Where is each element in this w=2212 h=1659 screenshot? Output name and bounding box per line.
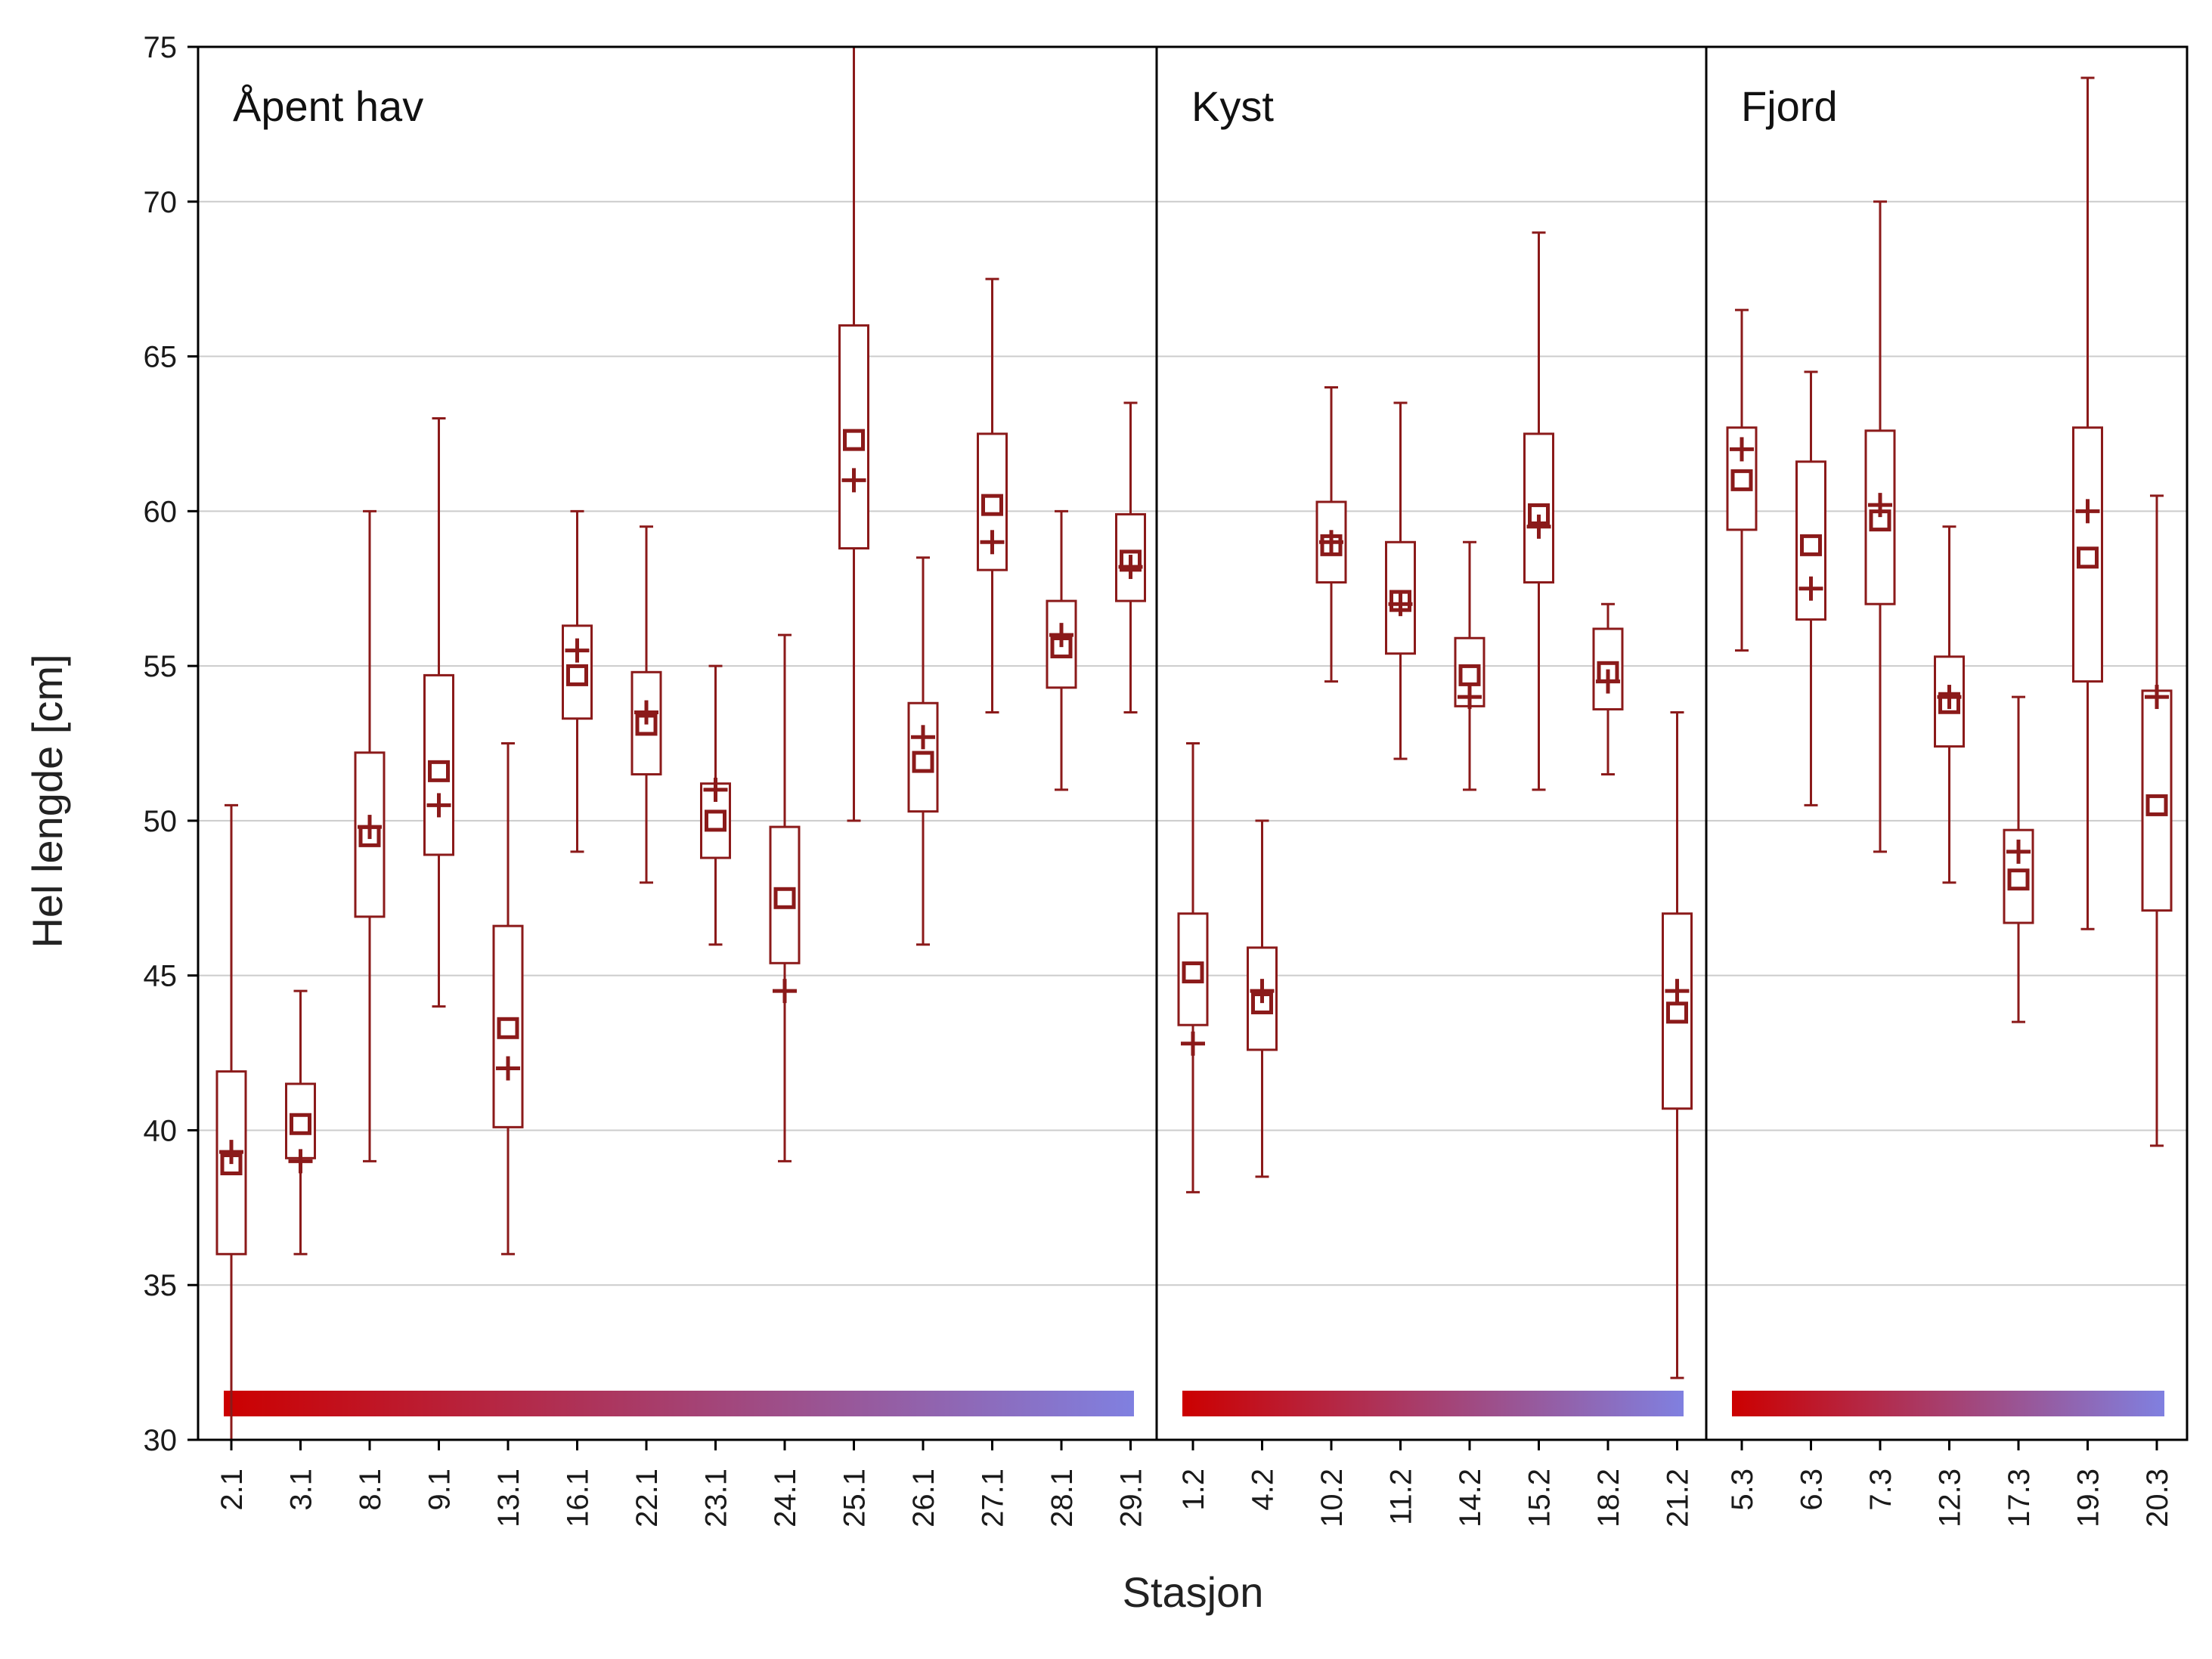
- x-tick-label: 26.1: [907, 1469, 940, 1527]
- y-tick-label: 60: [144, 495, 178, 528]
- x-tick-label: 22.1: [630, 1469, 664, 1527]
- box-plot: [1795, 370, 1826, 806]
- x-tick-label: 28.1: [1046, 1469, 1079, 1527]
- median-marker: [497, 1017, 519, 1039]
- x-tick-label: 29.1: [1115, 1469, 1148, 1527]
- median-marker: [2145, 794, 2168, 816]
- panel-title: Kyst: [1191, 82, 1274, 130]
- x-tick-label: 11.2: [1385, 1469, 1418, 1525]
- median-marker: [773, 887, 796, 909]
- median-marker: [566, 664, 588, 686]
- y-axis-title: Hel lengde [cm]: [23, 654, 71, 948]
- box-plot: [1046, 509, 1077, 791]
- x-tick-label: 12.3: [1934, 1469, 1967, 1527]
- x-tick-label: 24.1: [769, 1469, 802, 1527]
- y-tick-label: 50: [144, 805, 178, 838]
- x-tick-label: 25.1: [838, 1469, 872, 1527]
- box-plot: [769, 633, 801, 1162]
- x-tick-label: 10.2: [1315, 1469, 1349, 1527]
- y-tick-label: 45: [144, 960, 178, 993]
- panel-title: Åpent hav: [233, 82, 423, 130]
- box-plot: [1115, 401, 1146, 714]
- median-marker: [705, 809, 726, 832]
- x-tick-label: 17.3: [2003, 1469, 2036, 1527]
- box-plot: [215, 803, 247, 1441]
- box-plot: [2141, 494, 2173, 1147]
- box-plot: [423, 416, 454, 1008]
- gradient-bar: [1182, 1391, 1684, 1416]
- median-marker: [1800, 534, 1822, 556]
- x-tick-label: 6.3: [1795, 1469, 1829, 1511]
- median-marker: [1182, 961, 1204, 984]
- x-tick-label: 14.2: [1454, 1469, 1487, 1527]
- box-plot: [1454, 540, 1486, 791]
- box-plot: [1662, 711, 1693, 1379]
- x-axis-title: Stasjon: [1123, 1568, 1264, 1616]
- y-tick-label: 30: [144, 1424, 178, 1457]
- box-plot: [1726, 308, 1758, 652]
- box-plot: [2003, 695, 2034, 1023]
- box-plot: [1177, 742, 1209, 1193]
- y-tick-label: 40: [144, 1114, 178, 1147]
- box-plot: [2072, 76, 2103, 930]
- y-tick-label: 55: [144, 650, 178, 683]
- median-marker: [843, 429, 865, 451]
- x-tick-label: 4.2: [1247, 1469, 1280, 1511]
- x-tick-label: 21.2: [1662, 1469, 1695, 1527]
- median-marker: [1730, 469, 1753, 491]
- y-tick-label: 75: [144, 31, 178, 64]
- x-tick-label: 18.2: [1592, 1469, 1625, 1527]
- box-plot: [630, 525, 662, 884]
- box-plot: [1523, 231, 1554, 791]
- median-marker: [1458, 664, 1481, 686]
- median-marker: [290, 1113, 311, 1135]
- x-tick-label: 7.3: [1864, 1469, 1898, 1511]
- box-plot: [1315, 386, 1347, 683]
- median-marker: [2007, 868, 2030, 891]
- box-plot: [1592, 602, 1624, 775]
- boxes: [215, 45, 2173, 1441]
- x-tick-label: 8.1: [354, 1469, 387, 1511]
- gradient-bar: [1732, 1391, 2164, 1416]
- box-plot: [700, 664, 731, 946]
- gradient-bar: [224, 1391, 1134, 1416]
- x-tick-label: 13.1: [492, 1469, 525, 1527]
- x-tick-label: 20.3: [2141, 1469, 2174, 1527]
- x-tick-label: 27.1: [977, 1469, 1010, 1527]
- box-plot: [285, 989, 316, 1255]
- x-tick-label: 2.1: [215, 1469, 249, 1511]
- box-plot: [1385, 401, 1416, 760]
- box-plot: [838, 45, 869, 822]
- median-marker: [2077, 546, 2099, 569]
- x-tick-label: 19.3: [2072, 1469, 2105, 1527]
- x-tick-label: 5.3: [1726, 1469, 1759, 1511]
- box-plot: [492, 742, 524, 1255]
- x-tick-label: 3.1: [285, 1469, 318, 1511]
- gradient-bars: [224, 1391, 2164, 1416]
- y-tick-label: 70: [144, 186, 178, 219]
- x-tick-label: 16.1: [562, 1469, 595, 1527]
- box-plot: [354, 509, 386, 1162]
- x-tick-label: 9.1: [423, 1469, 457, 1511]
- median-marker: [428, 760, 450, 782]
- x-tick-label: 23.1: [700, 1469, 733, 1527]
- median-marker: [912, 751, 934, 773]
- median-marker: [981, 494, 1003, 516]
- x-tick-label: 1.2: [1177, 1469, 1210, 1511]
- box-plot: [1864, 200, 1896, 853]
- tick-labels: 30 35 40 45 50 55 60 65 70 75 2.1 3.1 8.1 9.1 13.1 16.1…: [144, 31, 2175, 1527]
- panel-titles: Åpent hav Kyst Fjord: [233, 82, 1838, 130]
- y-tick-label: 65: [144, 341, 178, 374]
- panel-title: Fjord: [1741, 82, 1838, 130]
- box-plot: [562, 509, 593, 853]
- box-plot: [1247, 819, 1278, 1178]
- y-tick-label: 35: [144, 1269, 178, 1302]
- median-marker: [1666, 1001, 1688, 1024]
- x-tick-label: 15.2: [1523, 1469, 1557, 1527]
- box-plot: [977, 277, 1008, 714]
- box-plot: [1934, 525, 1965, 884]
- box-plot: [907, 556, 939, 946]
